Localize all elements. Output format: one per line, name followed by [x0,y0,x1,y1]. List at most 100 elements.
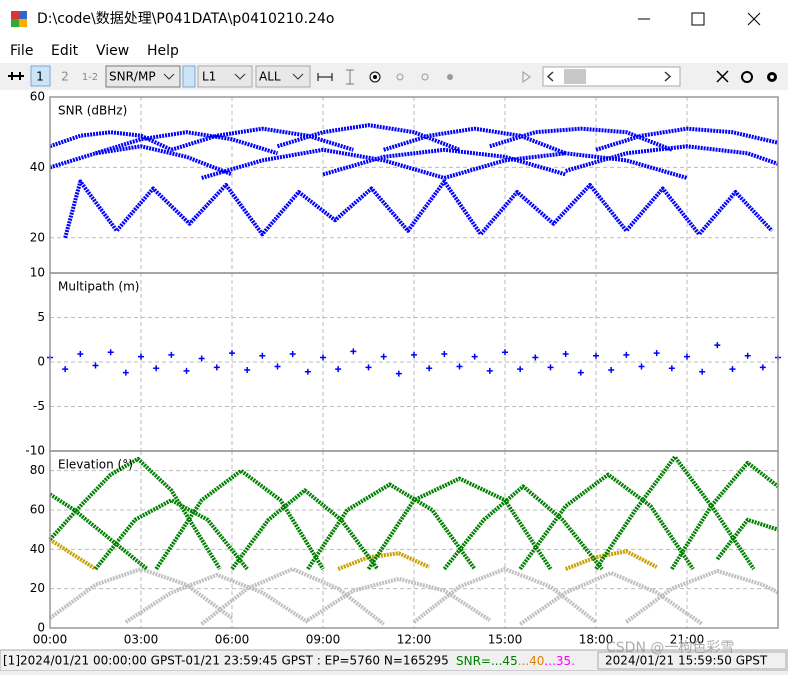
point [517,366,524,373]
point [213,364,220,371]
select[interactable] [197,65,253,88]
point [320,354,326,361]
series-line [442,484,604,571]
y-tick-label: 60 [30,503,45,517]
series-line [48,456,222,571]
y-tick-label: 20 [30,581,45,595]
maximize-button[interactable] [691,12,705,26]
series-line [518,472,695,571]
plots: 10 20 40 60 SNR (dBHz) -10 -5 0 5 Multipath (m) 0 2… [25,90,781,647]
x-tick-label: 15:00 [488,633,523,647]
plot-area [0,90,788,650]
point [441,350,448,357]
scroll-thumb[interactable] [564,69,586,84]
series-line [670,460,780,571]
point [62,366,69,373]
dropdown-arrow [292,73,304,80]
point [138,353,144,360]
point [668,365,675,372]
series-line [306,482,477,571]
toggle-label[interactable]: 2 [61,70,69,84]
point [411,351,417,358]
series-line [276,123,461,152]
center-button[interactable] [369,71,381,83]
select[interactable] [105,65,181,88]
point [92,362,99,369]
series-line [49,144,233,177]
point [168,351,175,358]
point [426,365,433,372]
point [471,353,478,360]
toolbar-button[interactable] [182,65,196,88]
menu-item[interactable]: View [96,43,129,59]
point [623,351,630,358]
clear-button[interactable] [716,70,729,83]
series-line [94,130,279,156]
toolbar-button[interactable] [421,73,429,81]
select-value: SNR/MP [109,70,156,84]
toolbar-button[interactable] [396,73,404,81]
series-line [412,567,598,624]
point [759,364,766,371]
point [304,368,311,375]
point [259,352,266,359]
point [593,352,599,359]
y-tick-label: 0 [37,621,45,635]
x-tick-label: 09:00 [306,633,341,647]
series-group [48,454,780,626]
snr-level: SNR=...45 [456,654,518,668]
select[interactable] [255,65,311,88]
y-tick-label: 40 [30,542,45,556]
series-line [230,488,380,571]
play-button[interactable] [522,71,531,83]
close-button[interactable] [747,12,761,26]
x-tick-label: 03:00 [124,633,159,647]
point [395,370,402,377]
x-tick-label: 06:00 [215,633,250,647]
panel-title: SNR (dBHz) [58,104,127,118]
menu-item[interactable]: Edit [51,43,79,59]
series-line [383,126,567,156]
toggle-label: 1 [36,70,44,84]
series-line [48,567,234,620]
series-line [565,144,779,173]
dropdown-arrow [234,73,246,80]
toggle-button[interactable] [30,65,51,87]
point [532,354,539,361]
toolbar-button[interactable] [447,74,453,80]
series-line [443,151,688,180]
series-line [595,126,779,152]
select-value: L1 [202,70,216,84]
point [744,352,751,359]
series-line [715,517,779,561]
point [638,363,645,370]
reload-button[interactable] [741,71,753,83]
toolbar-icon[interactable] [8,72,24,80]
y-tick-label: 60 [30,90,45,104]
series-line [625,568,779,624]
app-icon [11,11,27,27]
point [547,364,554,371]
toolbar: 1 2 1-2 SNR/MP L1 ALL [8,65,777,88]
series-line [564,549,658,571]
series-line [93,498,249,571]
time-scrollbar[interactable] [542,66,681,87]
series-line [519,570,704,626]
status-time: 2024/01/21 15:59:50 GPST [605,654,768,668]
point [274,363,281,370]
point [714,342,721,349]
toggle-label[interactable]: 1-2 [82,72,98,83]
menu-item[interactable]: File [10,43,33,59]
menu-item[interactable]: Help [147,43,179,59]
point [608,367,615,374]
panel-title: Multipath (m) [58,280,139,294]
series-line [322,147,567,177]
y-tick-label: -5 [33,399,45,413]
point [684,353,690,360]
fit-h-button[interactable] [317,73,333,81]
fit-v-button[interactable] [346,69,354,85]
point [122,369,129,376]
point [380,353,387,360]
point [502,349,508,356]
dropdown-arrow [163,73,175,80]
